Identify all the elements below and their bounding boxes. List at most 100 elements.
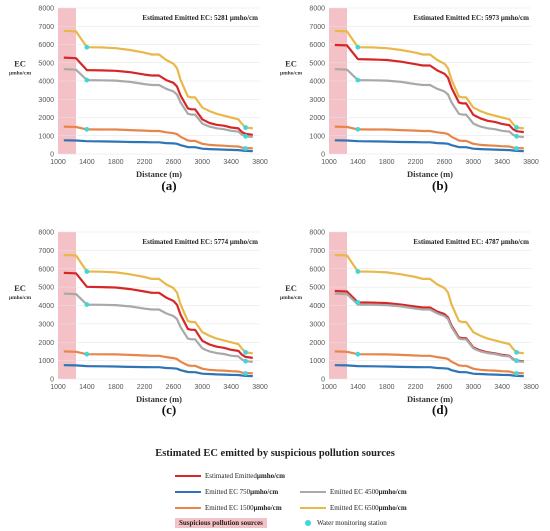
legend-label-ec1500: Emitted EC 1500 [205,504,254,512]
y-tick-label: 6000 [309,42,325,49]
y-axis-unit: μmho/cm [9,70,31,76]
x-tick-label: 1800 [108,159,124,166]
legend-unit-ec4500: μmho/cm [378,488,407,496]
x-axis-label: Distance (m) [136,169,182,179]
y-axis-label: EC [14,58,26,68]
series-line-emitted-ec-750 [334,139,524,153]
y-tick-label: 5000 [309,60,325,67]
x-tick-label: 2600 [437,384,453,391]
x-axis-label: Distance (m) [407,394,453,404]
x-tick-label: 1000 [50,159,66,166]
y-tick-label: 7000 [38,24,54,31]
x-tick-label: 2200 [408,159,424,166]
series-line-estimated-emitted [63,271,253,359]
y-tick-label: 0 [50,377,54,384]
series-line-emitted-ec-4500 [63,292,253,363]
y-tick-label: 7000 [38,248,54,255]
legend-item-pollution: Suspicious pollution sources [175,518,267,528]
monitoring-station-point [84,77,90,83]
legend-swatch-ec4500 [300,491,326,493]
estimate-annotation: Estimated Emitted EC: 5774 μmho/cm [142,238,258,246]
monitoring-station-point [355,77,361,83]
y-tick-label: 6000 [309,266,325,273]
y-tick-label: 4000 [309,79,325,86]
legend-label-estimated: Estimated Emitted [205,472,257,480]
x-tick-label: 3400 [223,384,239,391]
series-line-emitted-ec-6500 [63,253,253,355]
monitoring-station-point [355,269,361,274]
y-tick-label: 1000 [38,133,54,140]
legend-label-ec750: Emitted EC 750 [205,488,251,496]
monitoring-station-point [514,146,519,151]
x-tick-label: 2200 [137,159,153,166]
y-tick-label: 8000 [38,6,54,13]
series-line-estimated-emitted [334,43,524,134]
panel-label: (d) [432,402,448,417]
y-tick-label: 0 [50,152,54,159]
legend-swatch-estimated [175,475,201,477]
x-tick-label: 1000 [321,384,337,391]
series-line-emitted-ec-1500 [334,125,524,150]
y-tick-label: 7000 [309,24,325,31]
y-axis-label: EC [14,283,26,293]
y-axis-unit: μmho/cm [9,295,31,301]
y-axis-unit: μmho/cm [280,70,302,76]
monitoring-station-point [243,133,248,139]
legend-item-ec1500: Emitted EC 1500 μmho/cm [175,504,282,512]
monitoring-station-point [243,371,248,376]
y-tick-label: 4000 [309,303,325,310]
series-line-emitted-ec-1500 [63,125,253,150]
monitoring-station-point [84,351,90,357]
panel-label: (c) [162,402,176,417]
x-tick-label: 1800 [108,384,124,391]
y-axis-unit: μmho/cm [280,295,302,301]
y-axis-label: EC [285,283,297,293]
x-tick-label: 3400 [223,159,239,166]
legend-swatch-station [305,520,311,526]
y-tick-label: 8000 [309,230,325,237]
x-tick-label: 3800 [252,384,268,391]
x-tick-label: 1000 [321,159,337,166]
y-tick-label: 2000 [309,340,325,347]
legend-item-ec6500: Emitted EC 6500 μmho/cm [300,504,407,512]
x-tick-label: 3000 [194,159,210,166]
series-line-emitted-ec-750 [63,139,253,153]
monitoring-station-point [84,269,90,274]
series-line-emitted-ec-4500 [63,68,253,139]
y-tick-label: 0 [321,377,325,384]
series-line-emitted-ec-6500 [334,29,524,130]
legend-swatch-ec1500 [175,507,201,509]
x-tick-label: 3400 [494,159,510,166]
y-tick-label: 1000 [309,358,325,365]
legend-unit-estimated: μmho/cm [256,472,285,480]
legend-title: Estimated EC emitted by suspicious pollu… [155,448,395,459]
legend-item-station: Water monitoring station [305,519,387,527]
panel-label: (a) [161,178,176,193]
monitoring-station-point [243,146,248,151]
y-axis-label: EC [285,58,297,68]
x-tick-label: 1800 [379,159,395,166]
series-line-emitted-ec-1500 [63,350,253,375]
legend-unit-ec1500: μmho/cm [253,504,282,512]
series-line-emitted-ec-6500 [334,253,524,355]
legend-item-ec750: Emitted EC 750 μmho/cm [175,488,278,496]
legend-swatch-ec6500 [300,507,326,509]
legend-label-pollution: Suspicious pollution sources [175,518,267,528]
estimate-annotation: Estimated Emitted EC: 5973 μmho/cm [413,14,529,22]
y-tick-label: 4000 [38,303,54,310]
legend-item-estimated: Estimated Emitted μmho/cm [175,472,285,480]
legend-item-ec4500: Emitted EC 4500 μmho/cm [300,488,407,496]
y-tick-label: 2000 [309,115,325,122]
estimate-annotation: Estimated Emitted EC: 4787 μmho/cm [413,238,529,246]
monitoring-station-point [243,358,248,364]
y-tick-label: 5000 [38,285,54,292]
y-tick-label: 5000 [309,285,325,292]
y-tick-label: 1000 [309,133,325,140]
x-tick-label: 2600 [166,384,182,391]
x-tick-label: 1000 [50,384,66,391]
